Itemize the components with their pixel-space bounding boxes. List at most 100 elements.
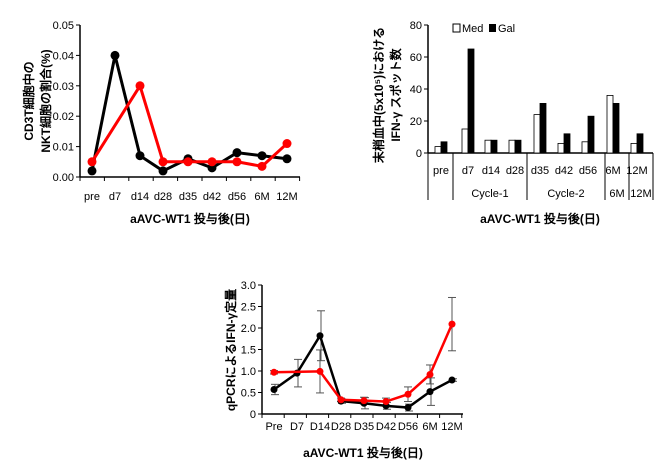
- x-tick-label: d28: [154, 191, 172, 203]
- x-tick-label: d56: [579, 165, 597, 177]
- y-tick-label: 1.5: [241, 345, 256, 357]
- y-tick-label: 3.0: [241, 280, 256, 292]
- bar-med: [581, 141, 589, 154]
- data-point: [337, 396, 345, 404]
- data-point: [270, 368, 278, 376]
- x-tick-label: 6M: [422, 421, 437, 433]
- x-tick-label: D42: [376, 421, 396, 433]
- data-point: [426, 388, 434, 396]
- bar-med: [461, 128, 469, 154]
- group-label: 6M: [609, 188, 624, 200]
- y-tick-label: 0.01: [53, 142, 74, 154]
- bar-gal: [514, 139, 522, 154]
- y-tick-label: 0.00: [53, 172, 74, 184]
- x-axis-label: aAVC-WT1 投与後(日): [303, 445, 423, 460]
- x-axis-label: aAVC-WT1 投与後(日): [480, 211, 600, 226]
- data-point: [282, 154, 292, 164]
- group-label: Cycle-1: [471, 188, 508, 200]
- data-point: [135, 151, 145, 161]
- bar-gal: [539, 103, 547, 154]
- x-tick-label: 12M: [276, 191, 297, 203]
- y-tick-label: 0.03: [53, 81, 74, 93]
- data-point: [404, 404, 412, 412]
- data-point: [232, 148, 242, 158]
- bar-med: [630, 142, 638, 154]
- data-point: [316, 332, 324, 340]
- bar-med: [533, 114, 541, 154]
- chart-qpcr: 0 0.5 1.0 1.5 2.0 2.5 3.0 Pre D7 D14 D28 D35 D42 D56 6…: [223, 280, 463, 460]
- legend-swatch-med: [452, 23, 461, 33]
- data-point: [360, 397, 368, 405]
- x-tick-label: D56: [398, 421, 418, 433]
- x-tick-label: pre: [84, 191, 100, 203]
- y-axis-label: IFN-γ スポット数: [388, 47, 403, 141]
- data-point: [183, 157, 193, 167]
- x-tick-label: d56: [228, 191, 246, 203]
- bar-gal: [467, 48, 475, 154]
- y-tick-label: 0.5: [241, 388, 256, 400]
- group-label: 12M: [630, 188, 651, 200]
- y-tick-label: 0: [250, 409, 256, 421]
- y-tick-label: 40: [410, 84, 422, 96]
- data-point: [448, 376, 456, 384]
- x-tick-label: D28: [331, 421, 351, 433]
- data-point: [207, 157, 217, 167]
- data-point: [87, 157, 97, 167]
- bar-med: [434, 146, 442, 154]
- data-point: [270, 385, 278, 393]
- x-tick-label: 12M: [441, 421, 462, 433]
- series-line-1: [273, 323, 454, 403]
- x-tick-label: d7: [462, 165, 474, 177]
- legend-label-med: Med: [462, 23, 483, 35]
- y-tick-label: 0.02: [53, 111, 74, 123]
- x-tick-label: D35: [354, 421, 374, 433]
- x-tick-label: d14: [482, 165, 500, 177]
- data-point: [282, 139, 292, 149]
- y-axis-label: qPCRによるIFN-γ定量: [223, 289, 238, 411]
- y-axis-label: 末梢血中(5x10⁵)における: [371, 27, 386, 163]
- group-label: Cycle-2: [547, 188, 584, 200]
- bar-gal: [490, 139, 498, 154]
- data-point: [257, 151, 267, 161]
- bar-gal: [563, 133, 571, 154]
- y-tick-label: 2.0: [241, 323, 256, 335]
- data-point: [257, 161, 267, 171]
- x-tick-label: d42: [203, 191, 221, 203]
- x-axis-label: aAVC-WT1 投与後(日): [130, 211, 250, 226]
- bar-med: [484, 139, 492, 154]
- x-tick-label: d28: [506, 165, 524, 177]
- bar-med: [508, 139, 516, 154]
- x-tick-label: D7: [290, 421, 304, 433]
- bar-gal: [636, 133, 644, 154]
- y-tick-label: 1.0: [241, 366, 256, 378]
- bar-gal: [440, 141, 448, 154]
- chart-nkt: 0.00 0.01 0.02 0.03 0.04 0.05 pre d7 d14 d28 d35 d4…: [21, 20, 301, 226]
- x-tick-label: d14: [131, 191, 149, 203]
- y-tick-label: 20: [410, 116, 422, 128]
- data-point: [382, 398, 390, 406]
- y-tick-label: 0.04: [53, 50, 74, 62]
- data-point: [158, 166, 168, 176]
- data-point: [135, 81, 145, 91]
- y-tick-label: 60: [410, 52, 422, 64]
- x-tick-label: Pre: [265, 421, 282, 433]
- bar-med: [557, 142, 565, 154]
- data-point: [316, 367, 324, 375]
- data-point: [158, 157, 168, 167]
- y-tick-label: 0: [416, 148, 422, 160]
- bar-med: [606, 95, 614, 154]
- data-point: [426, 370, 434, 378]
- bar-gal: [612, 103, 620, 154]
- data-point: [232, 157, 242, 167]
- data-point: [448, 320, 456, 328]
- x-tick-label: 12M: [626, 165, 647, 177]
- data-point: [404, 390, 412, 398]
- legend-swatch-gal: [489, 24, 496, 32]
- x-tick-label: d35: [179, 191, 197, 203]
- x-tick-label: d7: [109, 191, 121, 203]
- legend-label-gal: Gal: [498, 23, 515, 35]
- bar-gal: [587, 115, 595, 154]
- data-point: [110, 50, 120, 60]
